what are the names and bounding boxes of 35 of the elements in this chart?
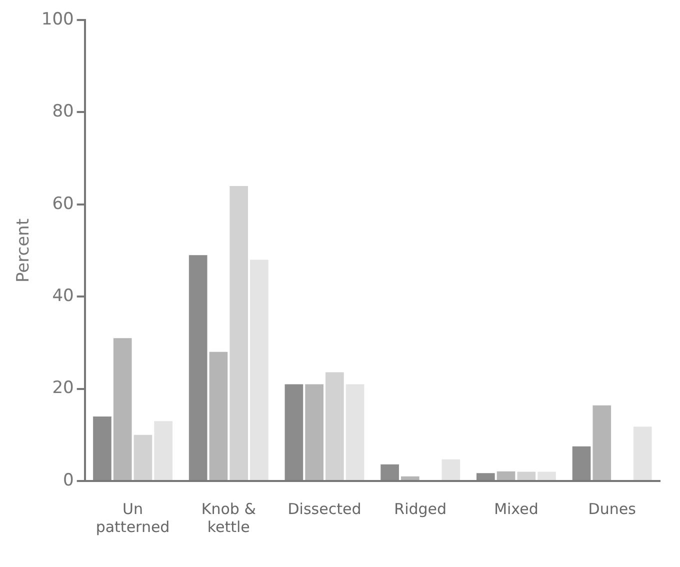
x-tick-label: Dissected [288, 500, 362, 518]
bar [305, 384, 324, 480]
y-tick-label: 60 [52, 194, 74, 214]
bar [592, 405, 612, 480]
bar [209, 352, 228, 480]
y-axis-title: Percent [14, 218, 34, 282]
bar [93, 416, 112, 480]
y-tick-label: 80 [52, 102, 74, 122]
bar [401, 476, 420, 480]
bar [442, 459, 460, 480]
bar [572, 446, 591, 480]
bar [496, 471, 516, 480]
y-tick-label: 20 [52, 378, 74, 398]
bar [188, 255, 208, 480]
bar [250, 260, 268, 480]
y-tick-label: 100 [41, 9, 74, 30]
x-tick-label: Dunes [588, 500, 636, 518]
x-tick-label: Knob & kettle [201, 500, 256, 536]
x-tick-label: Un patterned [96, 500, 170, 536]
x-tick-label: Ridged [394, 500, 447, 518]
bar [633, 426, 652, 480]
x-tick-label: Mixed [494, 500, 538, 518]
bar [538, 472, 556, 480]
bar [284, 384, 304, 480]
bar [517, 472, 536, 480]
bar [380, 464, 399, 480]
bar [113, 338, 132, 480]
bar [230, 186, 248, 480]
bar [476, 473, 495, 480]
y-tick-label: 40 [52, 286, 74, 306]
bar [154, 421, 172, 480]
bar [326, 372, 344, 480]
y-tick-label: 0 [63, 470, 74, 490]
bar [134, 434, 152, 480]
bar [346, 384, 364, 480]
